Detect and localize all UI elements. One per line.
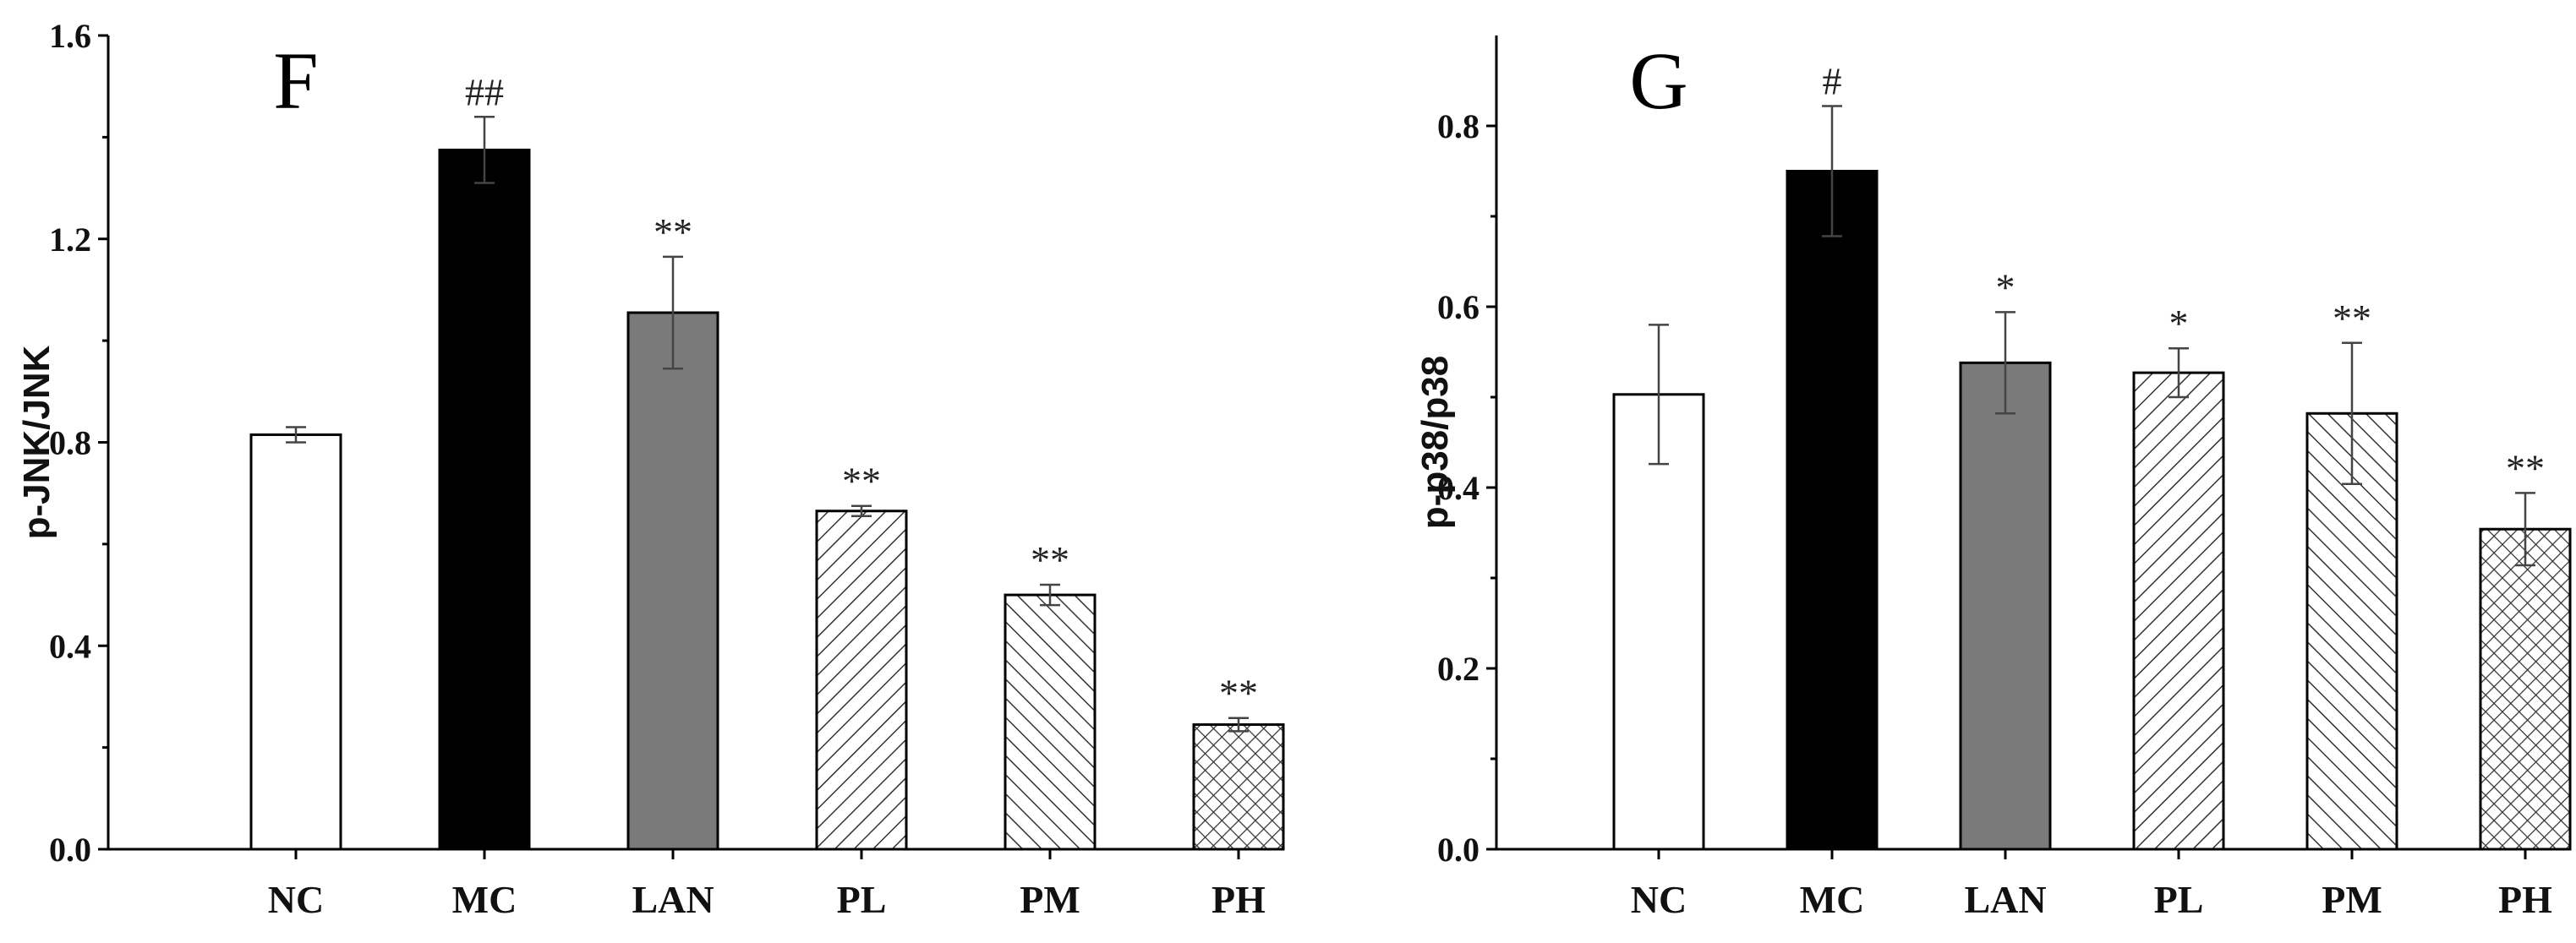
y-tick-label: 0.0 [1437,831,1479,869]
bar-pm [1004,593,1097,851]
significance-label: ** [2333,297,2371,340]
significance-label: ** [1031,538,1069,581]
x-tick-label: NC [1631,878,1687,921]
bar-pm [2305,412,2398,851]
panel-f: 0.0 0.4 0.8 1.2 1.6 p-JNK/JNK F NC ## MC ** LAN ** PL… [16,17,1285,921]
x-tick-label: MC [1800,878,1865,921]
bar-lan [1959,361,2052,851]
y-tick-label: 0.0 [49,831,91,869]
bar-pl [2132,371,2225,851]
y-tick-label: 0.4 [1437,469,1479,507]
y-tick-label: 0.6 [1437,288,1479,326]
bar-ph [2479,527,2572,851]
bar-mc [438,148,531,851]
x-tick-label: PL [837,878,887,921]
panel-letter: G [1629,35,1687,126]
significance-label: ** [1219,672,1258,715]
y-tick-label: 1.2 [49,221,91,259]
bar-lan [626,311,719,851]
x-tick-label: PH [2498,878,2552,921]
bar-ph [1192,723,1285,851]
x-tick-label: LAN [1964,878,2046,921]
y-tick-label: 0.4 [49,627,91,665]
x-tick-label: PM [2322,878,2382,921]
y-axis-label: p-p38/p38 [1414,356,1456,529]
x-tick-label: LAN [632,878,714,921]
y-tick-label: 1.6 [49,17,91,55]
panel-letter: F [273,35,318,126]
x-tick-label: MC [452,878,517,921]
x-tick-label: NC [268,878,324,921]
significance-label: * [2169,302,2189,345]
bar-nc [249,433,342,851]
y-axis-label: p-JNK/JNK [16,345,57,539]
x-tick-label: PH [1211,878,1266,921]
significance-label: ** [842,460,881,503]
x-tick-label: PM [1020,878,1080,921]
panel-g: 0.0 0.2 0.4 0.6 0.8 p-p38/p38 G NC # MC * LAN * PL ** P… [1414,35,2572,921]
significance-label: ** [2506,446,2545,489]
bar-mc [1786,170,1879,851]
significance-label: ** [654,210,692,253]
x-tick-label: PL [2154,878,2204,921]
y-tick-label: 0.8 [49,424,91,462]
significance-label: ## [465,70,504,113]
significance-label: # [1823,59,1842,102]
y-tick-label: 0.2 [1437,650,1479,688]
bar-pl [815,510,908,851]
y-tick-label: 0.8 [1437,107,1479,145]
significance-label: * [1996,265,2015,308]
